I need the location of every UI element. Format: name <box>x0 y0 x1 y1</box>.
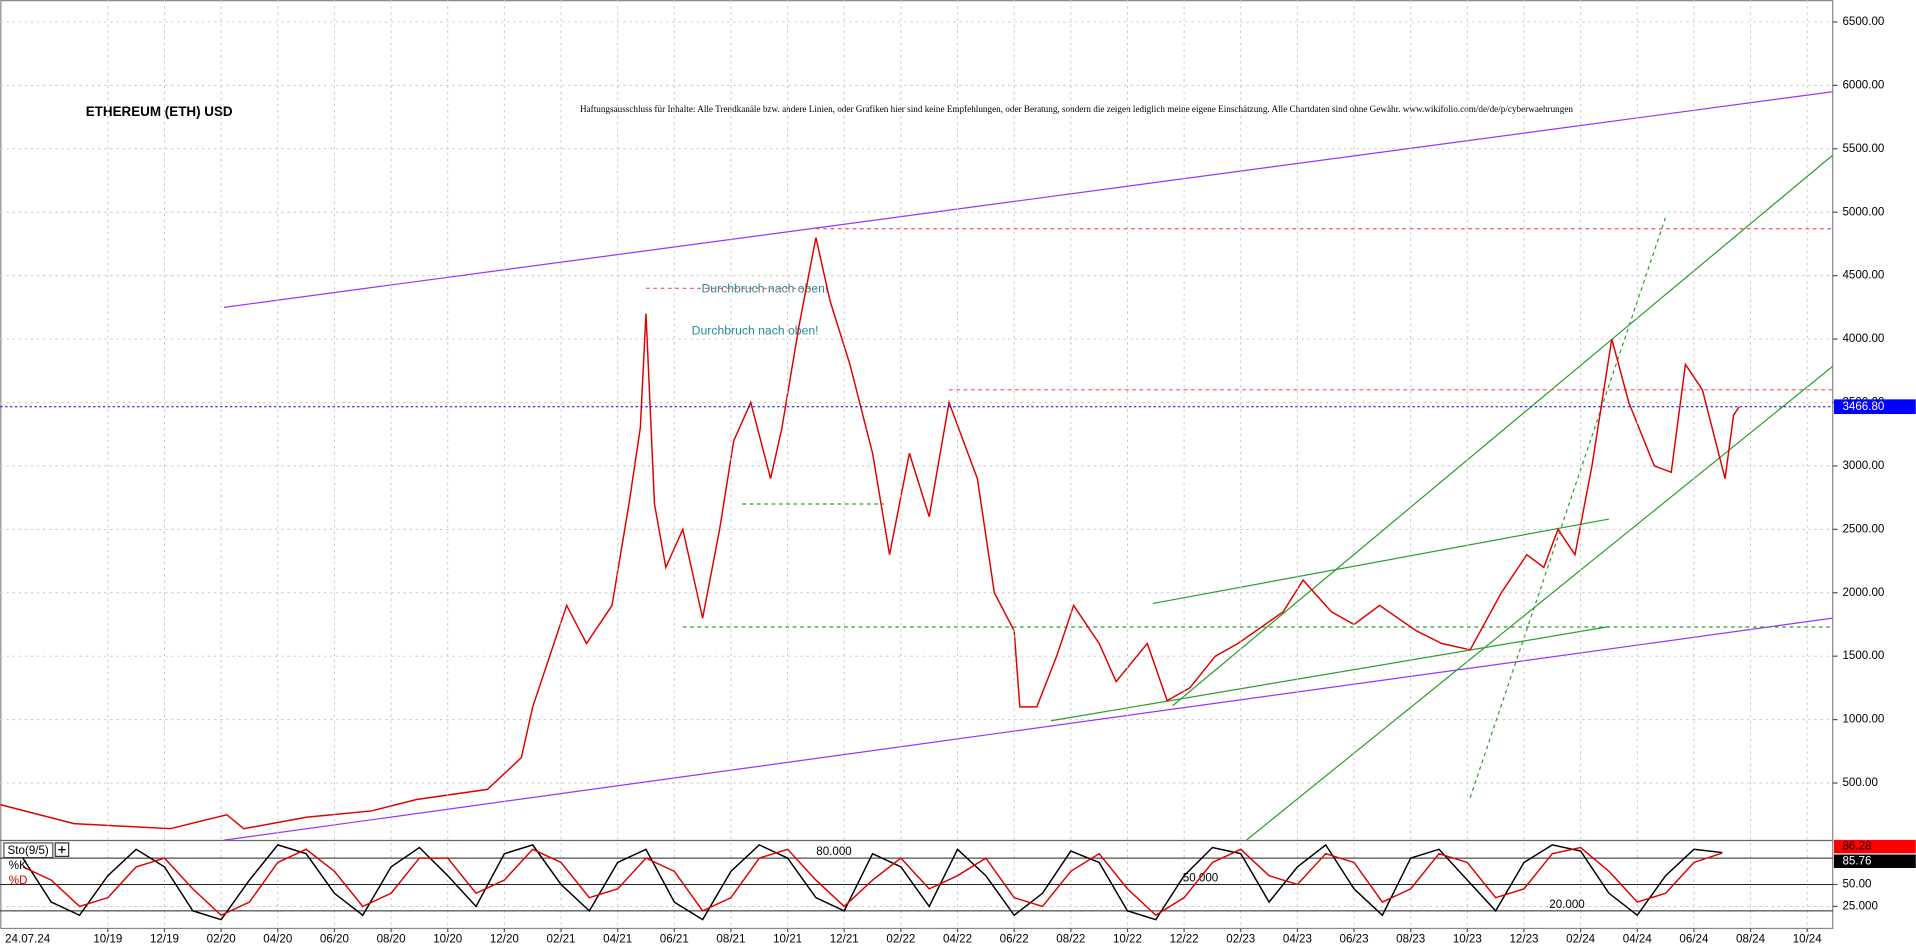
x-tick-label: 06/20 <box>320 933 349 946</box>
x-tick-label: 10/23 <box>1453 933 1482 946</box>
x-tick-label: 12/19 <box>150 933 179 946</box>
x-tick-label: 02/21 <box>547 933 576 946</box>
x-tick-label: 06/23 <box>1340 933 1369 946</box>
y-tick-label: 3000.00 <box>1842 459 1884 472</box>
y-tick-label: 6000.00 <box>1842 78 1884 91</box>
x-tick-label: 12/22 <box>1170 933 1199 946</box>
trendline <box>1050 626 1610 722</box>
x-tick-label: 08/21 <box>716 933 745 946</box>
x-tick-label: 02/23 <box>1226 933 1255 946</box>
last-value-box <box>1833 839 1916 854</box>
x-tick-label: 06/21 <box>660 933 689 946</box>
y-tick-label: 2500.00 <box>1842 522 1884 535</box>
y-tick-label: 1500.00 <box>1842 649 1884 662</box>
x-tick-label: 06/22 <box>1000 933 1029 946</box>
plus-icon <box>58 845 66 854</box>
x-tick-label: 10/20 <box>433 933 462 946</box>
x-tick-label: 12/20 <box>490 933 519 946</box>
x-tick-label: 02/20 <box>207 933 236 946</box>
x-tick-label: 06/24 <box>1679 933 1709 946</box>
last-value-label: 85.76 <box>1842 854 1871 867</box>
indicator-title: Sto(9/5) <box>8 844 49 857</box>
trendline <box>1152 518 1610 605</box>
x-tick-label: 02/24 <box>1566 933 1596 946</box>
x-tick-label: 04/24 <box>1623 933 1653 946</box>
trendline <box>223 91 1833 308</box>
x-tick-label: 08/22 <box>1056 933 1085 946</box>
x-tick-label: 08/24 <box>1736 933 1766 946</box>
series-line <box>22 846 1723 917</box>
y-tick-label: 50.00 <box>1842 878 1871 891</box>
trendline <box>1172 154 1834 707</box>
x-tick-label: 08/23 <box>1396 933 1425 946</box>
chart-title: ETHEREUM (ETH) USD <box>86 104 233 119</box>
trendline <box>223 617 1833 841</box>
y-tick-label: 2000.00 <box>1842 586 1884 599</box>
y-tick-label: 500.00 <box>1842 776 1877 789</box>
x-tick-label: 12/23 <box>1509 933 1538 946</box>
last-value-label: 86.28 <box>1842 840 1871 853</box>
x-tick-label: 10/22 <box>1113 933 1142 946</box>
x-tick-label: 08/20 <box>377 933 406 946</box>
y-tick-label: 5000.00 <box>1842 205 1884 218</box>
y-tick-label: 25.000 <box>1842 900 1877 913</box>
x-tick-label: 10/21 <box>773 933 802 946</box>
legend-entry: %D <box>9 874 28 887</box>
x-tick-label: 04/20 <box>263 933 292 946</box>
x-tick-label: 10/19 <box>93 933 122 946</box>
current-price-box <box>1833 399 1916 415</box>
y-tick-label: 1000.00 <box>1842 713 1884 726</box>
legend-entry: %K <box>9 859 27 872</box>
y-tick-label: 4500.00 <box>1842 269 1884 282</box>
x-tick-label: 10/24 <box>1793 933 1823 946</box>
plot-frame <box>0 0 1834 930</box>
y-tick-label: 4000.00 <box>1842 332 1884 345</box>
current-price-label: 3466.80 <box>1842 400 1884 413</box>
x-tick-label: 04/22 <box>943 933 972 946</box>
x-tick-label: 04/21 <box>603 933 632 946</box>
trendline <box>1246 365 1834 841</box>
level-label: 20.000 <box>1549 898 1584 911</box>
series-line <box>0 237 1740 830</box>
last-value-box <box>1833 854 1916 868</box>
x-tick-label: 12/21 <box>830 933 859 946</box>
series-line <box>22 843 1723 921</box>
x-tick-label: 02/22 <box>886 933 915 946</box>
disclaimer: Haftungsausschluss für Inhalte: Alle Tre… <box>580 104 1573 114</box>
y-tick-label: 6500.00 <box>1842 15 1884 28</box>
x-tick-label: 04/23 <box>1283 933 1312 946</box>
cursor-date: 24.07.24 <box>5 933 51 946</box>
level-label: 80.000 <box>816 845 851 858</box>
annotation: Durchbruch nach oben! <box>692 323 819 337</box>
y-tick-label: 5500.00 <box>1842 142 1884 155</box>
